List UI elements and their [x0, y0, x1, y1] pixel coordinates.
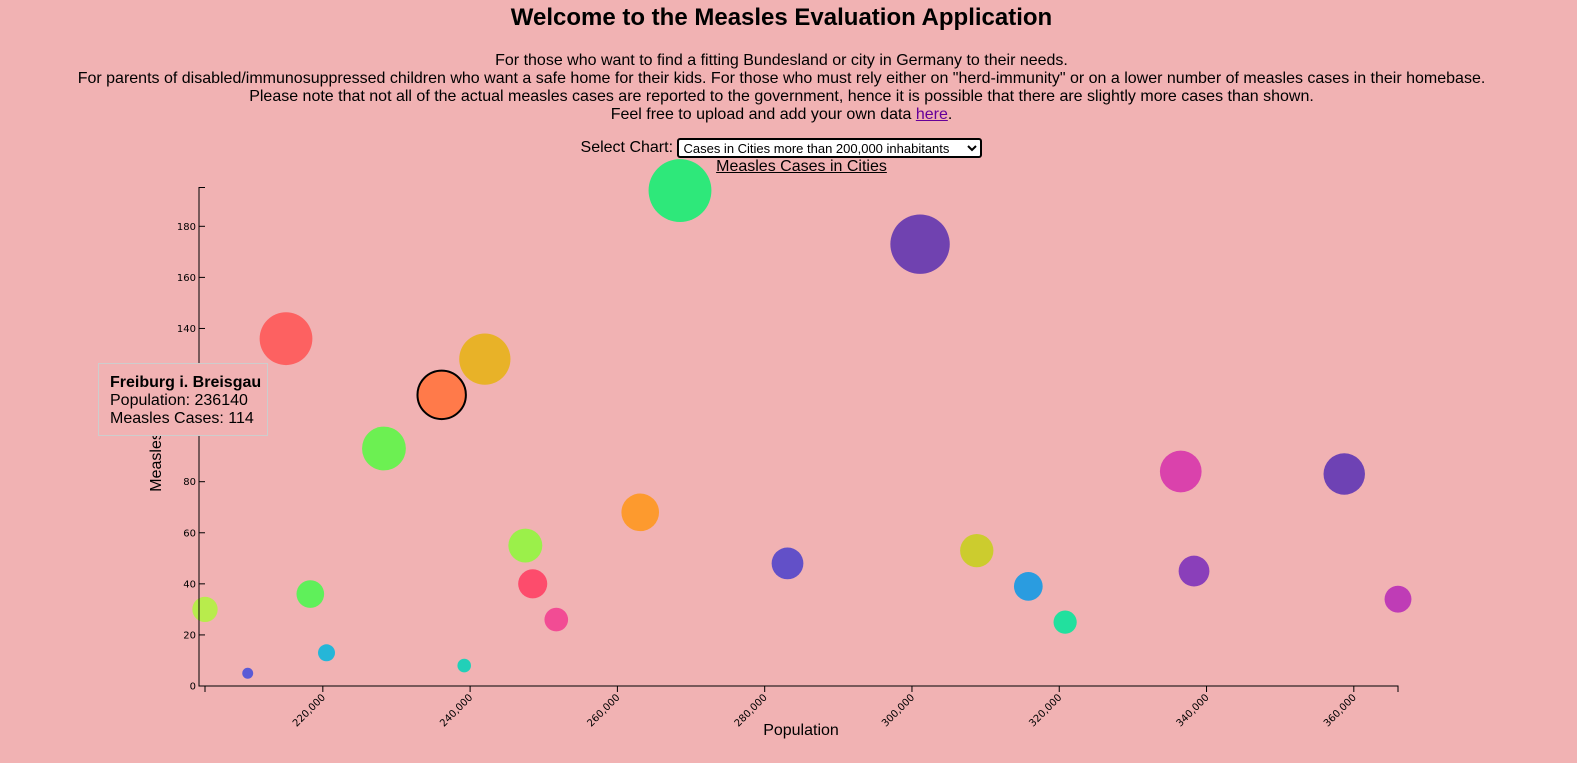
x-tick-label: 260,000 [585, 692, 622, 729]
data-point[interactable] [544, 607, 569, 632]
x-tick-label: 340,000 [1175, 692, 1212, 729]
x-tick-label: 220,000 [291, 692, 328, 729]
data-point[interactable] [648, 159, 712, 222]
y-tick-label: 60 [183, 528, 196, 539]
tooltip-city-name: Freiburg i. Breisgau [110, 374, 262, 391]
data-point[interactable] [318, 644, 336, 662]
data-point[interactable] [192, 596, 218, 623]
data-point[interactable] [508, 528, 543, 563]
data-point[interactable] [457, 658, 471, 673]
data-point-highlighted[interactable] [416, 369, 467, 421]
intro-line: For those who want to find a fitting Bun… [495, 52, 1068, 69]
tooltip-population: Population: 236140 [110, 392, 248, 409]
intro-line: For parents of disabled/immunosuppressed… [77, 70, 1486, 87]
data-point[interactable] [242, 667, 254, 679]
data-point[interactable] [1323, 453, 1365, 495]
x-tick-label: 240,000 [438, 692, 475, 729]
upload-text: Feel free to upload and add your own dat… [610, 106, 916, 123]
data-point[interactable] [259, 312, 313, 366]
data-point[interactable] [1013, 572, 1043, 601]
y-tick-label: 160 [177, 273, 196, 284]
y-tick-label: 180 [177, 222, 196, 233]
select-chart-label: Select Chart: [580, 139, 674, 157]
data-point[interactable] [1384, 585, 1412, 613]
data-point[interactable] [960, 533, 994, 568]
y-tick-label: 20 [183, 630, 196, 641]
upload-suffix: . [947, 106, 953, 123]
data-point[interactable] [296, 580, 325, 608]
x-tick-label: 300,000 [880, 692, 917, 729]
data-point[interactable] [771, 547, 804, 580]
chart-selector-row: Select Chart: Cases in Cities more than … [0, 138, 1563, 158]
data-point[interactable] [1159, 450, 1202, 493]
data-point[interactable] [621, 493, 660, 532]
y-tick-label: 0 [190, 682, 196, 693]
y-tick-label: 40 [183, 579, 196, 590]
chart-select[interactable]: Cases in Cities more than 200,000 inhabi… [677, 138, 983, 158]
tooltip-cases: Measles Cases: 114 [110, 410, 254, 427]
x-tick-label: 320,000 [1027, 692, 1064, 729]
data-point[interactable] [1053, 610, 1077, 634]
x-tick-label: 360,000 [1322, 692, 1359, 729]
axes-layer: 020406080100120140160180220,000240,00026… [177, 187, 1399, 729]
upload-link[interactable]: here [915, 106, 948, 123]
data-point[interactable] [518, 569, 548, 599]
data-point[interactable] [1178, 555, 1210, 587]
data-point[interactable] [459, 333, 511, 385]
data-point[interactable] [362, 426, 406, 471]
x-axis-title: Population [763, 722, 839, 739]
intro-line: Please note that not all of the actual m… [249, 88, 1314, 105]
data-point[interactable] [890, 214, 950, 274]
page-title: Welcome to the Measles Evaluation Applic… [510, 4, 1053, 31]
points-layer [192, 159, 1412, 679]
chart-title: Measles Cases in Cities [716, 158, 887, 175]
tooltip: Freiburg i. Breisgau Population: 236140 … [98, 363, 268, 436]
upload-line: Feel free to upload and add your own dat… [0, 106, 1563, 124]
y-tick-label: 80 [183, 477, 196, 488]
y-tick-label: 140 [177, 324, 196, 335]
x-axis-line [204, 685, 1399, 692]
